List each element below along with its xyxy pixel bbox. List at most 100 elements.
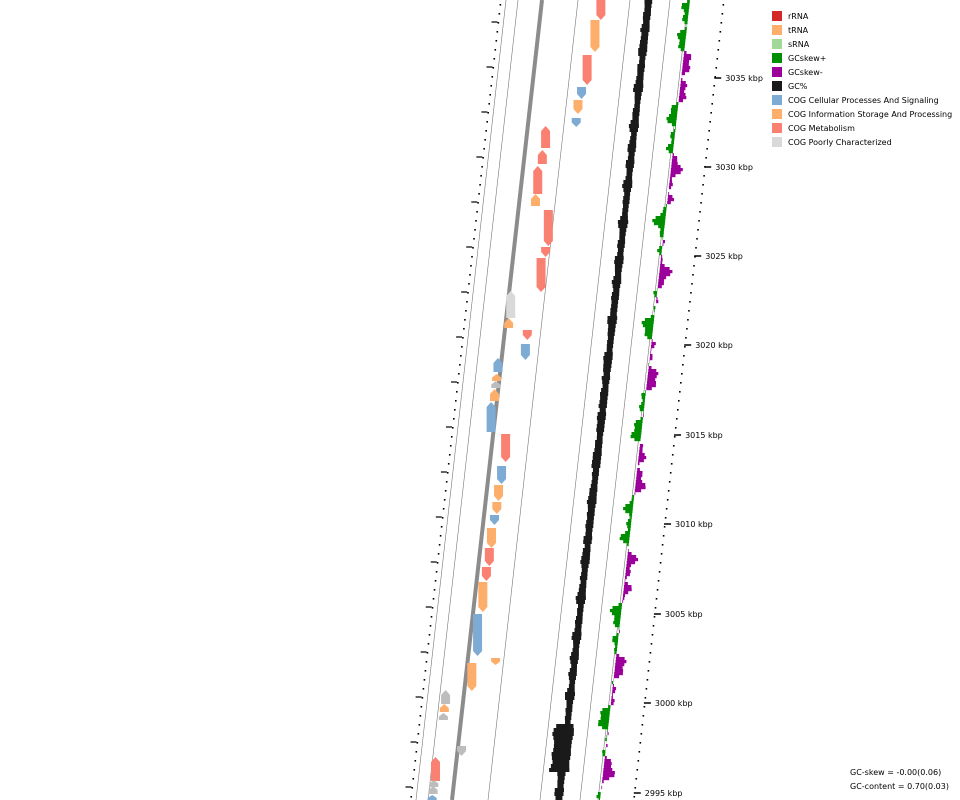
ruler-dot: [453, 409, 456, 411]
ruler-dot: [420, 706, 423, 708]
ruler-dot: [458, 373, 460, 375]
gc-skew-negative: [678, 99, 683, 103]
gc-skew-negative: [658, 279, 665, 283]
gc-skew-negative: [647, 381, 656, 385]
ruler-dot: [494, 49, 497, 51]
gc-skew-positive: [659, 234, 664, 238]
ruler-dot: [712, 94, 715, 96]
gc-skew-positive: [613, 621, 620, 625]
ruler-dot: [694, 256, 696, 258]
ruler-dot: [490, 85, 493, 87]
ruler-dot: [713, 85, 716, 87]
ruler-dot: [700, 202, 702, 204]
ruler-dot: [655, 598, 658, 600]
gc-skew-positive: [612, 636, 619, 640]
gc-content-band: [549, 0, 653, 800]
gc-skew-negative: [627, 555, 637, 559]
gc-skew-negative: [628, 549, 629, 553]
ruler-dot: [415, 751, 418, 753]
ruler-dot: [647, 670, 650, 672]
gc-skew-positive: [618, 603, 622, 607]
ruler-dot: [703, 175, 705, 177]
ruler-dot: [665, 508, 668, 510]
gc-skew-negative: [623, 588, 632, 592]
ruler-dot: [439, 535, 442, 537]
gc-skew-negative: [602, 774, 615, 778]
gc-skew-negative: [680, 81, 686, 85]
ruler-dot: [645, 688, 648, 690]
gc-skew-negative: [613, 675, 620, 679]
ruler-dot: [716, 58, 719, 60]
ruler-dot: [471, 256, 473, 258]
gc-skew-positive: [639, 405, 645, 409]
ruler-dot: [436, 562, 439, 564]
gc-skew-positive: [671, 111, 678, 115]
ruler-dot: [639, 742, 642, 744]
gc-skew-negative: [639, 450, 643, 454]
gc-skew-negative: [671, 165, 681, 169]
gc-skew-positive: [662, 210, 667, 214]
gc-skew-negative: [619, 630, 620, 634]
ruler-dot: [492, 67, 495, 69]
gc-skew-negative: [662, 243, 664, 247]
gc-skew-negative: [651, 345, 655, 349]
ruler-dot: [649, 652, 652, 654]
gc-skew-negative: [659, 270, 673, 274]
ruler-dot: [430, 616, 433, 618]
gene-feature: [467, 663, 477, 691]
gc-skew-positive: [625, 504, 634, 508]
ruler-dot: [421, 697, 424, 699]
gc-skew-negative: [650, 351, 651, 355]
gc-skew-negative: [648, 369, 657, 373]
gc-skew-negative: [626, 564, 631, 568]
gc-skew-positive: [671, 105, 678, 109]
ruler-dot: [481, 166, 483, 168]
gc-skew-positive: [684, 21, 688, 25]
gc-skew-negative: [648, 366, 652, 370]
gc-skew-positive: [657, 249, 662, 253]
ruler-dot: [644, 697, 647, 699]
gc-skew-positive: [669, 114, 677, 118]
gc-skew-negative: [660, 264, 665, 268]
ruler-dot: [428, 634, 431, 636]
ruler-dot: [666, 499, 669, 501]
gc-skew-negative: [670, 171, 681, 175]
gc-skew-positive: [602, 753, 606, 757]
gc-skew-positive: [653, 222, 665, 226]
ruler-dot: [455, 400, 457, 402]
gc-skew-positive: [658, 225, 665, 229]
gc-skew-positive: [641, 393, 646, 397]
ruler-dot: [484, 139, 486, 141]
gc-skew-positive: [679, 42, 686, 46]
gc-skew-positive: [683, 9, 689, 13]
gene-feature: [537, 150, 547, 164]
legend-label: COG Metabolism: [788, 123, 855, 133]
ruler-dot: [444, 490, 447, 492]
gc-skew-negative: [638, 453, 645, 457]
gc-content-track: [549, 0, 653, 800]
gc-skew-negative: [658, 282, 664, 286]
gc-skew-negative: [615, 657, 625, 661]
gc-skew-negative: [625, 576, 627, 580]
ruler-dot: [425, 661, 428, 663]
gc-skew-negative: [650, 354, 653, 358]
gene-feature: [430, 757, 440, 781]
gc-skew-negative: [661, 255, 663, 259]
genome-statistics: GC-skew = -0.00(0.06) GC-content = 0.70(…: [850, 766, 949, 794]
gc-skew-positive: [631, 498, 634, 502]
gc-skew-positive: [620, 534, 630, 538]
gc-skew-positive: [597, 792, 601, 796]
gc-skew-negative: [616, 654, 620, 658]
legend-swatch: [772, 39, 782, 49]
gc-skew-negative: [656, 297, 658, 301]
gc-skew-positive: [641, 321, 654, 325]
tick-label: 3000 kbp: [655, 699, 693, 708]
ruler-dot: [663, 526, 666, 528]
gc-skew-positive: [679, 39, 686, 43]
guide-line: [539, 0, 631, 800]
gc-skew-positive: [632, 495, 635, 499]
gc-skew-positive: [634, 423, 643, 427]
ruler-dot: [717, 49, 720, 51]
gc-skew-positive: [655, 216, 666, 220]
ruler-dot: [411, 787, 414, 789]
